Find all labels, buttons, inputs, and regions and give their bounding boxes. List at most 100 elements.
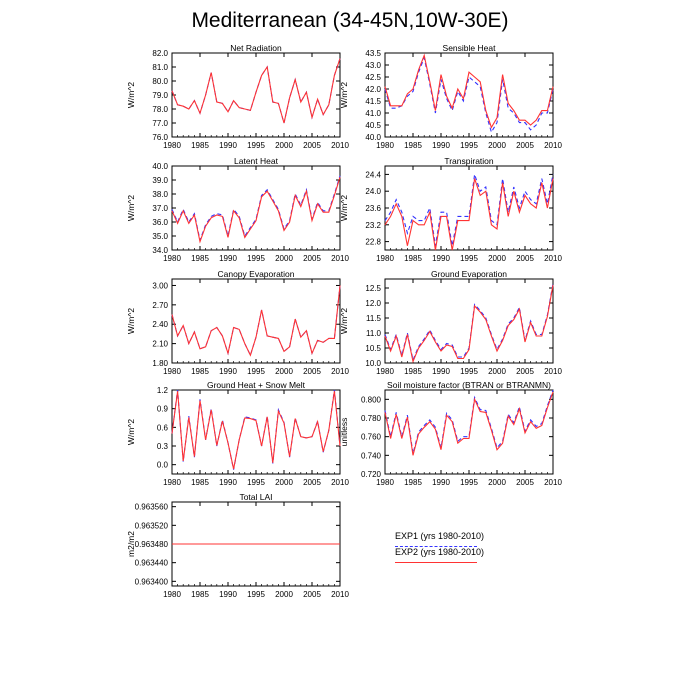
sensible-heat-panel-title: Sensible Heat bbox=[443, 43, 497, 53]
total-lai-y-tick-label: 0.963480 bbox=[135, 540, 169, 549]
net-radiation-y-tick-label: 81.0 bbox=[152, 63, 168, 72]
ground-heat-snow-melt-y-tick-label: 0.6 bbox=[157, 423, 169, 432]
latent-heat-y-tick-label: 34.0 bbox=[152, 246, 168, 255]
sensible-heat-x-tick-label: 1980 bbox=[376, 141, 394, 150]
sensible-heat-x-tick-label: 1985 bbox=[404, 141, 422, 150]
ground-heat-snow-melt-panel-title: Ground Heat + Snow Melt bbox=[207, 380, 306, 390]
transpiration-y-tick-label: 24.4 bbox=[365, 170, 381, 179]
legend-label-exp2: EXP2 (yrs 1980-2010) bbox=[395, 547, 485, 557]
soil-moisture-factor-btran-or-btranmn-y-tick-label: 0.800 bbox=[361, 395, 382, 404]
canopy-evaporation-x-tick-label: 2010 bbox=[331, 367, 349, 376]
ground-heat-snow-melt-x-tick-label: 2010 bbox=[331, 478, 349, 487]
soil-moisture-factor-btran-or-btranmn-x-tick-label: 1995 bbox=[460, 478, 478, 487]
soil-moisture-factor-btran-or-btranmn-x-tick-label: 2005 bbox=[516, 478, 534, 487]
net-radiation-y-tick-label: 76.0 bbox=[152, 133, 168, 142]
panel-total-lai: Total LAI m2/m2 1980 1985 1990 1995 2000 2005 20… bbox=[126, 492, 349, 599]
net-radiation-y-tick-label: 80.0 bbox=[152, 77, 168, 86]
latent-heat-y-tick-label: 38.0 bbox=[152, 190, 168, 199]
canopy-evaporation-x-tick-label: 1995 bbox=[247, 367, 265, 376]
total-lai-y-tick-label: 0.963520 bbox=[135, 521, 169, 530]
ground-heat-snow-melt-y-tick-label: 0.0 bbox=[157, 461, 169, 470]
transpiration-x-tick-label: 1990 bbox=[432, 254, 450, 263]
soil-moisture-factor-btran-or-btranmn-x-tick-label: 1985 bbox=[404, 478, 422, 487]
canopy-evaporation-series-exp2 bbox=[171, 285, 341, 357]
legend-entry-exp2: EXP2 (yrs 1980-2010) bbox=[395, 546, 485, 563]
sensible-heat-x-tick-label: 2010 bbox=[544, 141, 562, 150]
net-radiation-y-tick-label: 82.0 bbox=[152, 49, 168, 58]
sensible-heat-y-tick-label: 43.5 bbox=[365, 49, 381, 58]
soil-moisture-factor-btran-or-btranmn-x-tick-label: 2000 bbox=[488, 478, 506, 487]
panel-soil-moisture-factor-btran-or-btranmn: Soil moisture factor (BTRAN or BTRANMN) u… bbox=[339, 380, 562, 487]
latent-heat-y-tick-label: 39.0 bbox=[152, 176, 168, 185]
transpiration-y-axis-label: W/m^2 bbox=[339, 195, 349, 221]
ground-evaporation-y-tick-label: 11.5 bbox=[366, 314, 382, 323]
total-lai-y-tick-label: 0.963440 bbox=[135, 559, 169, 568]
net-radiation-x-tick-label: 2010 bbox=[331, 141, 349, 150]
canopy-evaporation-series-exp1 bbox=[171, 285, 341, 357]
total-lai-y-tick-label: 0.963400 bbox=[135, 577, 169, 586]
figure-title: Mediterranean (34-45N,10W-30E) bbox=[191, 9, 509, 32]
net-radiation-x-tick-label: 1995 bbox=[247, 141, 265, 150]
sensible-heat-series-exp1 bbox=[384, 55, 554, 134]
ground-evaporation-x-tick-label: 1980 bbox=[376, 367, 394, 376]
transpiration-panel-title: Transpiration bbox=[444, 156, 494, 166]
ground-evaporation-x-tick-label: 2010 bbox=[544, 367, 562, 376]
transpiration-x-tick-label: 2005 bbox=[516, 254, 534, 263]
latent-heat-x-tick-label: 2010 bbox=[331, 254, 349, 263]
latent-heat-x-tick-label: 1995 bbox=[247, 254, 265, 263]
canopy-evaporation-x-tick-label: 1980 bbox=[163, 367, 181, 376]
transpiration-x-tick-label: 1985 bbox=[404, 254, 422, 263]
latent-heat-x-tick-label: 1990 bbox=[219, 254, 237, 263]
soil-moisture-factor-btran-or-btranmn-series-exp2 bbox=[384, 391, 554, 456]
ground-evaporation-x-tick-label: 2005 bbox=[516, 367, 534, 376]
transpiration-x-tick-label: 2000 bbox=[488, 254, 506, 263]
ground-evaporation-y-tick-label: 10.5 bbox=[365, 344, 381, 353]
ground-heat-snow-melt-x-tick-label: 1995 bbox=[247, 478, 265, 487]
total-lai-x-tick-label: 2000 bbox=[275, 590, 293, 599]
net-radiation-x-tick-label: 2000 bbox=[275, 141, 293, 150]
ground-evaporation-x-tick-label: 1985 bbox=[404, 367, 422, 376]
ground-evaporation-x-tick-label: 2000 bbox=[488, 367, 506, 376]
net-radiation-series-exp2 bbox=[171, 58, 341, 124]
canopy-evaporation-y-tick-label: 2.10 bbox=[152, 340, 168, 349]
ground-heat-snow-melt-x-tick-label: 2000 bbox=[275, 478, 293, 487]
soil-moisture-factor-btran-or-btranmn-x-tick-label: 1990 bbox=[432, 478, 450, 487]
transpiration-x-tick-label: 1995 bbox=[460, 254, 478, 263]
latent-heat-plot-frame bbox=[171, 165, 341, 251]
latent-heat-panel-title: Latent Heat bbox=[234, 156, 279, 166]
ground-evaporation-y-axis-label: W/m^2 bbox=[339, 308, 349, 334]
net-radiation-x-tick-label: 1990 bbox=[219, 141, 237, 150]
ground-heat-snow-melt-y-tick-label: 0.3 bbox=[157, 442, 169, 451]
canopy-evaporation-y-tick-label: 2.40 bbox=[152, 320, 168, 329]
sensible-heat-series-exp2 bbox=[384, 53, 554, 129]
latent-heat-x-tick-label: 1985 bbox=[191, 254, 209, 263]
transpiration-y-tick-label: 24.0 bbox=[365, 187, 381, 196]
panel-canopy-evaporation: Canopy Evaporation W/m^2 1980 1985 1990 1995 2… bbox=[126, 269, 349, 376]
net-radiation-panel-title: Net Radiation bbox=[230, 43, 282, 53]
sensible-heat-y-tick-label: 41.5 bbox=[365, 97, 381, 106]
legend-swatch-exp2 bbox=[395, 558, 477, 566]
ground-heat-snow-melt-x-tick-label: 1980 bbox=[163, 478, 181, 487]
total-lai-x-tick-label: 2010 bbox=[331, 590, 349, 599]
transpiration-x-tick-label: 1980 bbox=[376, 254, 394, 263]
transpiration-plot-frame bbox=[384, 165, 554, 251]
total-lai-panel-title: Total LAI bbox=[239, 492, 272, 502]
total-lai-y-tick-label: 0.963560 bbox=[135, 503, 169, 512]
latent-heat-x-tick-label: 2005 bbox=[303, 254, 321, 263]
ground-heat-snow-melt-y-axis-label: W/m^2 bbox=[126, 419, 136, 445]
canopy-evaporation-x-tick-label: 2000 bbox=[275, 367, 293, 376]
sensible-heat-y-tick-label: 41.0 bbox=[365, 109, 381, 118]
transpiration-x-tick-label: 2010 bbox=[544, 254, 562, 263]
ground-heat-snow-melt-x-tick-label: 2005 bbox=[303, 478, 321, 487]
ground-heat-snow-melt-y-tick-label: 1.2 bbox=[157, 386, 169, 395]
panel-net-radiation: Net Radiation W/m^2 1980 1985 1990 1995 2000 20… bbox=[126, 43, 349, 150]
net-radiation-y-tick-label: 78.0 bbox=[152, 105, 168, 114]
net-radiation-y-axis-label: W/m^2 bbox=[126, 82, 136, 108]
net-radiation-y-tick-label: 79.0 bbox=[152, 91, 168, 100]
canopy-evaporation-y-tick-label: 3.00 bbox=[152, 281, 168, 290]
legend-label-exp1: EXP1 (yrs 1980-2010) bbox=[395, 531, 485, 541]
canopy-evaporation-panel-title: Canopy Evaporation bbox=[217, 269, 294, 279]
latent-heat-y-tick-label: 35.0 bbox=[152, 232, 168, 241]
ground-evaporation-y-tick-label: 11.0 bbox=[366, 329, 382, 338]
sensible-heat-x-tick-label: 2000 bbox=[488, 141, 506, 150]
